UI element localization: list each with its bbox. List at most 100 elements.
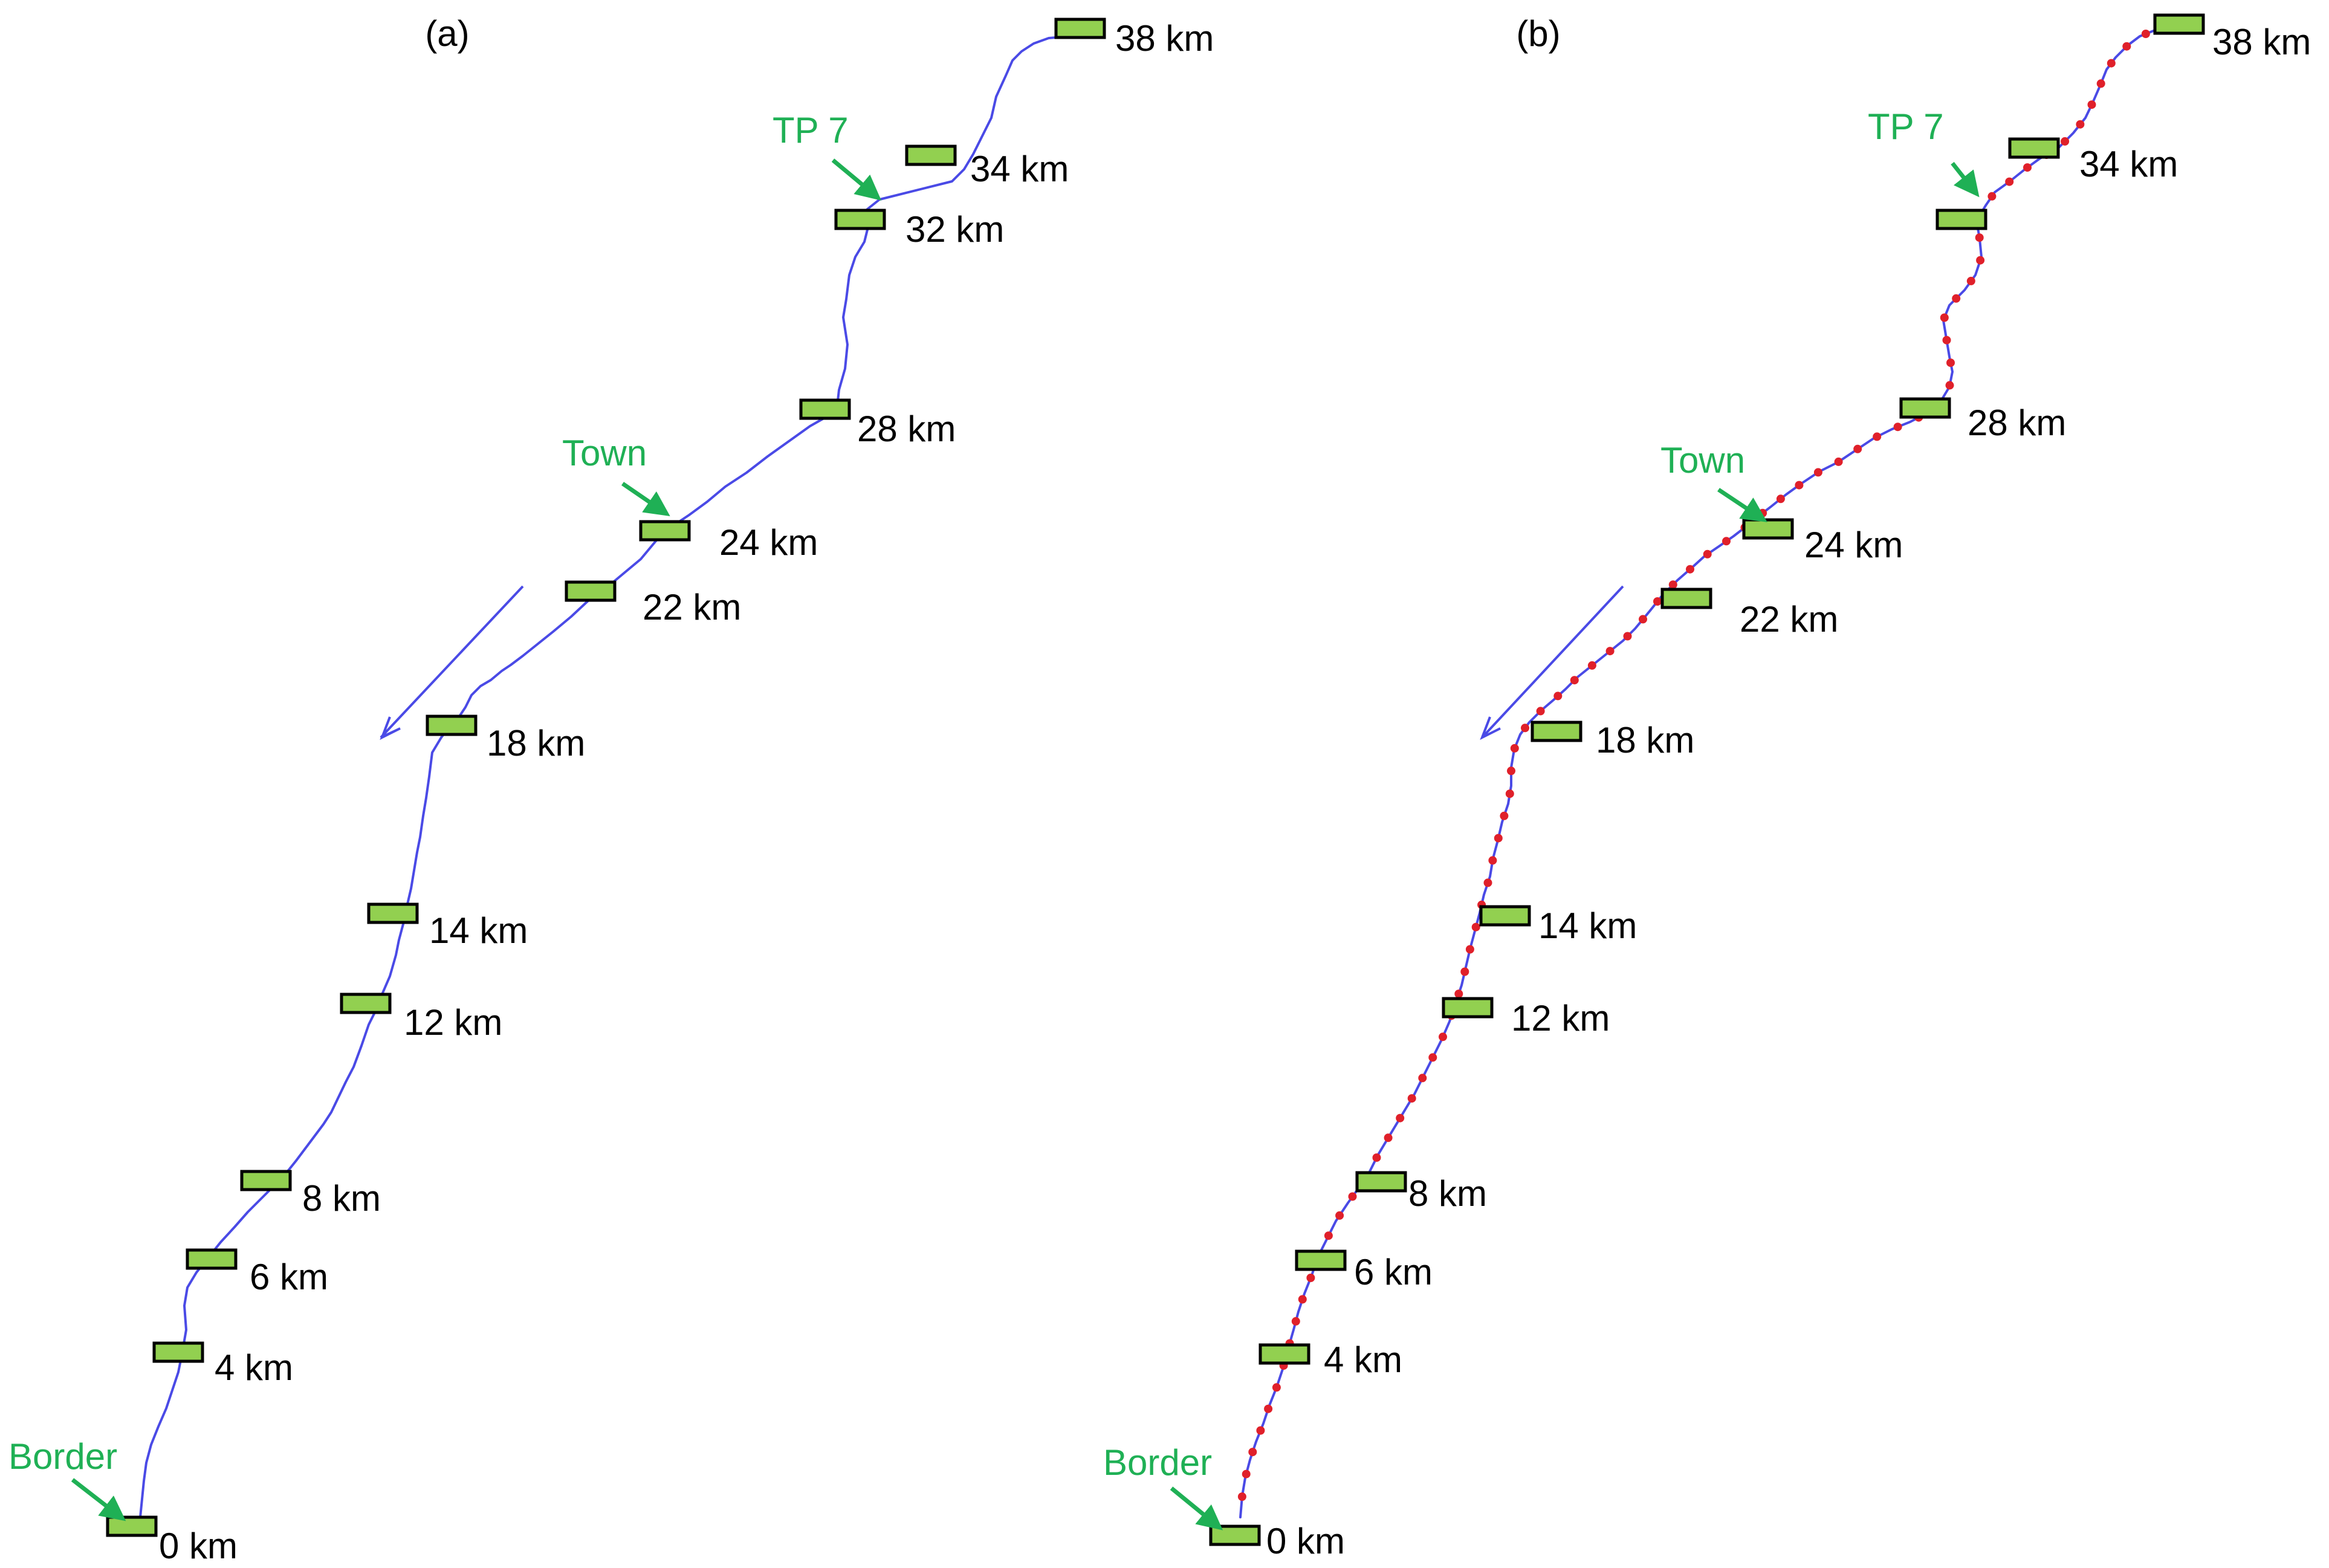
callout-town-a: Town: [562, 433, 670, 516]
sample-point: [1483, 878, 1492, 887]
callout-arrow: [71, 1478, 126, 1521]
panel-a-label: (a): [425, 13, 469, 54]
sample-point: [1454, 990, 1463, 999]
panel-b-label: (b): [1516, 13, 1560, 54]
km-marker-8-b: 8 km: [1355, 1171, 1487, 1214]
sample-point: [1384, 1133, 1393, 1142]
sample-point: [1500, 811, 1509, 820]
km-marker-24-a: 24 km: [639, 520, 818, 563]
callout-arrow: [1717, 488, 1767, 522]
km-marker-12-a: 12 km: [340, 993, 502, 1043]
sample-point: [1853, 444, 1862, 453]
sample-point: [1946, 358, 1955, 368]
sample-point: [1460, 967, 1469, 976]
km-marker-4-a: 4 km: [152, 1341, 293, 1388]
km-marker-34-b: 34 km: [2008, 137, 2178, 184]
panel-a: (a) 38 km 34 km 32 km 28 km 24 km 22 km: [8, 13, 1214, 1566]
km-label: 34 km: [2079, 144, 2178, 184]
sample-point: [1834, 457, 1843, 466]
km-marker-32-a: 32 km: [834, 209, 1004, 250]
sample-point: [2023, 163, 2032, 172]
km-label: 32 km: [905, 209, 1004, 250]
sample-point: [1653, 597, 1662, 606]
sample-point: [1952, 294, 1961, 303]
km-label: 8 km: [302, 1178, 381, 1219]
sample-point: [1623, 632, 1632, 641]
sample-point: [1510, 744, 1519, 753]
km-marker-14-a: 14 km: [367, 902, 528, 951]
km-marker-12-b: 12 km: [1442, 997, 1610, 1038]
km-label: 8 km: [1408, 1173, 1487, 1214]
sample-point: [1291, 1317, 1300, 1326]
sample-point: [1471, 922, 1480, 931]
km-label: 0 km: [1266, 1521, 1345, 1561]
sample-point: [1428, 1053, 1437, 1062]
km-label: 6 km: [1354, 1252, 1433, 1292]
sample-point: [2087, 100, 2096, 109]
sample-point: [1272, 1383, 1281, 1392]
km-label: 0 km: [159, 1526, 238, 1566]
km-label: 24 km: [719, 522, 818, 563]
km-marker-0-a: 0 km: [106, 1515, 238, 1566]
callout-arrow: [831, 158, 882, 201]
km-label: 4 km: [215, 1347, 293, 1388]
km-marker-28-a: 28 km: [799, 398, 956, 449]
direction-arrow-a: [380, 585, 524, 740]
sample-point: [1722, 537, 1731, 546]
sample-point: [1987, 192, 1997, 201]
callout-tp7-a: TP 7: [773, 110, 882, 201]
sample-point: [1306, 1274, 1315, 1282]
km-marker-34-a: 34 km: [905, 144, 1069, 189]
sample-point: [1264, 1404, 1273, 1413]
sample-point: [1976, 256, 1985, 265]
callout-tp7-b: TP 7: [1868, 106, 1980, 198]
sample-point: [1396, 1113, 1405, 1123]
km-label: 18 km: [487, 723, 585, 763]
sample-point: [1372, 1153, 1381, 1162]
km-marker-22-a: 22 km: [565, 580, 741, 627]
km-marker-38-b: 38 km: [2153, 13, 2311, 62]
sample-point: [1686, 565, 1694, 574]
km-marker-0-b: 0 km: [1209, 1521, 1345, 1561]
sample-point: [1242, 1469, 1251, 1479]
sample-point: [1587, 661, 1596, 670]
sample-point: [1465, 945, 1474, 954]
km-marker-38-a: 38 km: [1054, 18, 1214, 59]
km-label: 34 km: [970, 149, 1069, 189]
km-label: 4 km: [1324, 1340, 1402, 1380]
sample-point: [1776, 494, 1785, 504]
km-label: 18 km: [1596, 720, 1694, 760]
sample-point: [2005, 177, 2014, 186]
sample-point: [1605, 647, 1615, 656]
panel-b: (b) 38 km 34 km 28 km 24 km 22 km: [1103, 13, 2311, 1561]
km-marker-4-b: 4 km: [1258, 1340, 1402, 1380]
km-label: 24 km: [1804, 525, 1903, 565]
km-label: 12 km: [1511, 998, 1610, 1038]
sample-point: [1668, 580, 1677, 589]
callout-label: TP 7: [773, 110, 849, 151]
sample-point: [1945, 381, 1954, 390]
km-label: 6 km: [250, 1257, 328, 1297]
sample-point: [1966, 276, 1975, 285]
sample-point: [1248, 1448, 1257, 1457]
sample-point: [1873, 432, 1882, 441]
callout-label: Town: [562, 433, 647, 473]
sample-point: [2122, 42, 2131, 51]
sample-point: [1298, 1295, 1307, 1304]
sample-point: [1507, 766, 1515, 776]
sample-point: [1893, 423, 1902, 432]
callout-label: Town: [1660, 440, 1745, 481]
sample-point: [2141, 30, 2150, 38]
km-label: 38 km: [1115, 18, 1214, 59]
km-label: 28 km: [857, 409, 956, 449]
sample-point: [1256, 1426, 1265, 1435]
callout-border-a: Border: [8, 1436, 126, 1521]
sample-point: [1521, 724, 1529, 733]
route-line-b: [1239, 22, 2171, 1518]
sample-point: [2061, 137, 2070, 146]
sample-point: [1940, 313, 1949, 322]
km-label: 22 km: [1740, 599, 1838, 640]
km-label: 28 km: [1968, 403, 2066, 443]
sample-point: [1703, 549, 1712, 559]
